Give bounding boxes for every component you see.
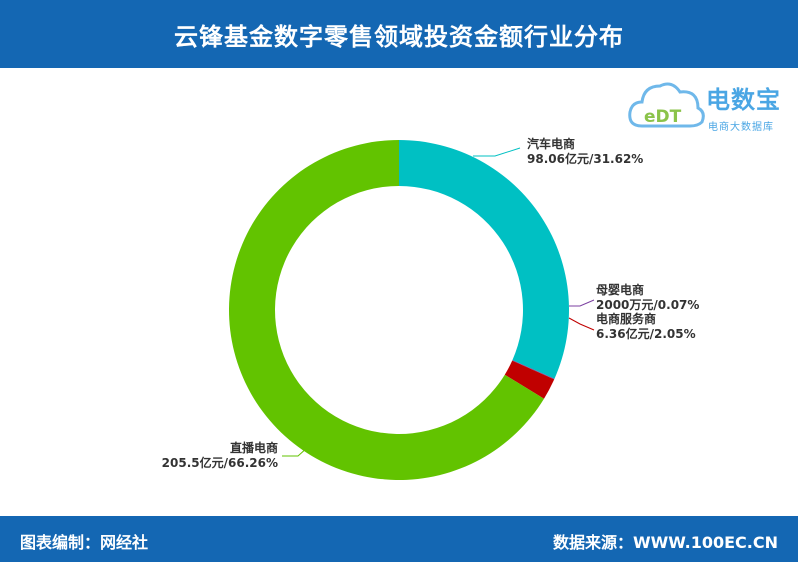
slice-value-baby: 2000万元/0.07%: [596, 298, 699, 312]
slice-label-baby: 母婴电商: [596, 282, 644, 297]
slice-value-live: 205.5亿元/66.26%: [162, 455, 278, 470]
footer-credit: 图表编制：网经社: [20, 533, 149, 552]
chart-header: 云锋基金数字零售领域投资金额行业分布: [0, 0, 798, 68]
slice-live: [229, 140, 545, 480]
leader-line-live: [282, 437, 319, 457]
cloud-logo-icon: eDT: [628, 82, 705, 128]
slice-service: [504, 360, 555, 399]
brand-name: 电数宝: [706, 86, 781, 114]
footer-source: 数据来源：WWW.100EC.CN: [552, 533, 778, 552]
donut-slices: [229, 140, 569, 480]
chart-footer: 图表编制：网经社 数据来源：WWW.100EC.CN: [0, 516, 798, 562]
logo-mark: eDT: [644, 107, 682, 127]
slice-label-service: 电商服务商: [596, 311, 656, 326]
leader-line-auto: [473, 147, 521, 157]
donut-chart: 汽车电商 98.06亿元/31.62% 母婴电商 2000万元/0.07% 电商…: [162, 136, 699, 480]
slice-baby: [512, 360, 555, 380]
leader-lines: [282, 147, 595, 457]
slice-auto: [399, 140, 569, 379]
brand-logo: eDT 电数宝 电商大数据库: [628, 72, 793, 136]
slice-value-service: 6.36亿元/2.05%: [596, 326, 696, 341]
brand-subtitle: 电商大数据库: [708, 122, 774, 133]
leader-line-service: [568, 317, 595, 331]
leader-line-baby: [569, 299, 595, 307]
slice-value-auto: 98.06亿元/31.62%: [527, 151, 643, 166]
slice-label-auto: 汽车电商: [527, 136, 575, 151]
chart-title: 云锋基金数字零售领域投资金额行业分布: [174, 22, 624, 51]
slice-label-live: 直播电商: [230, 440, 278, 455]
